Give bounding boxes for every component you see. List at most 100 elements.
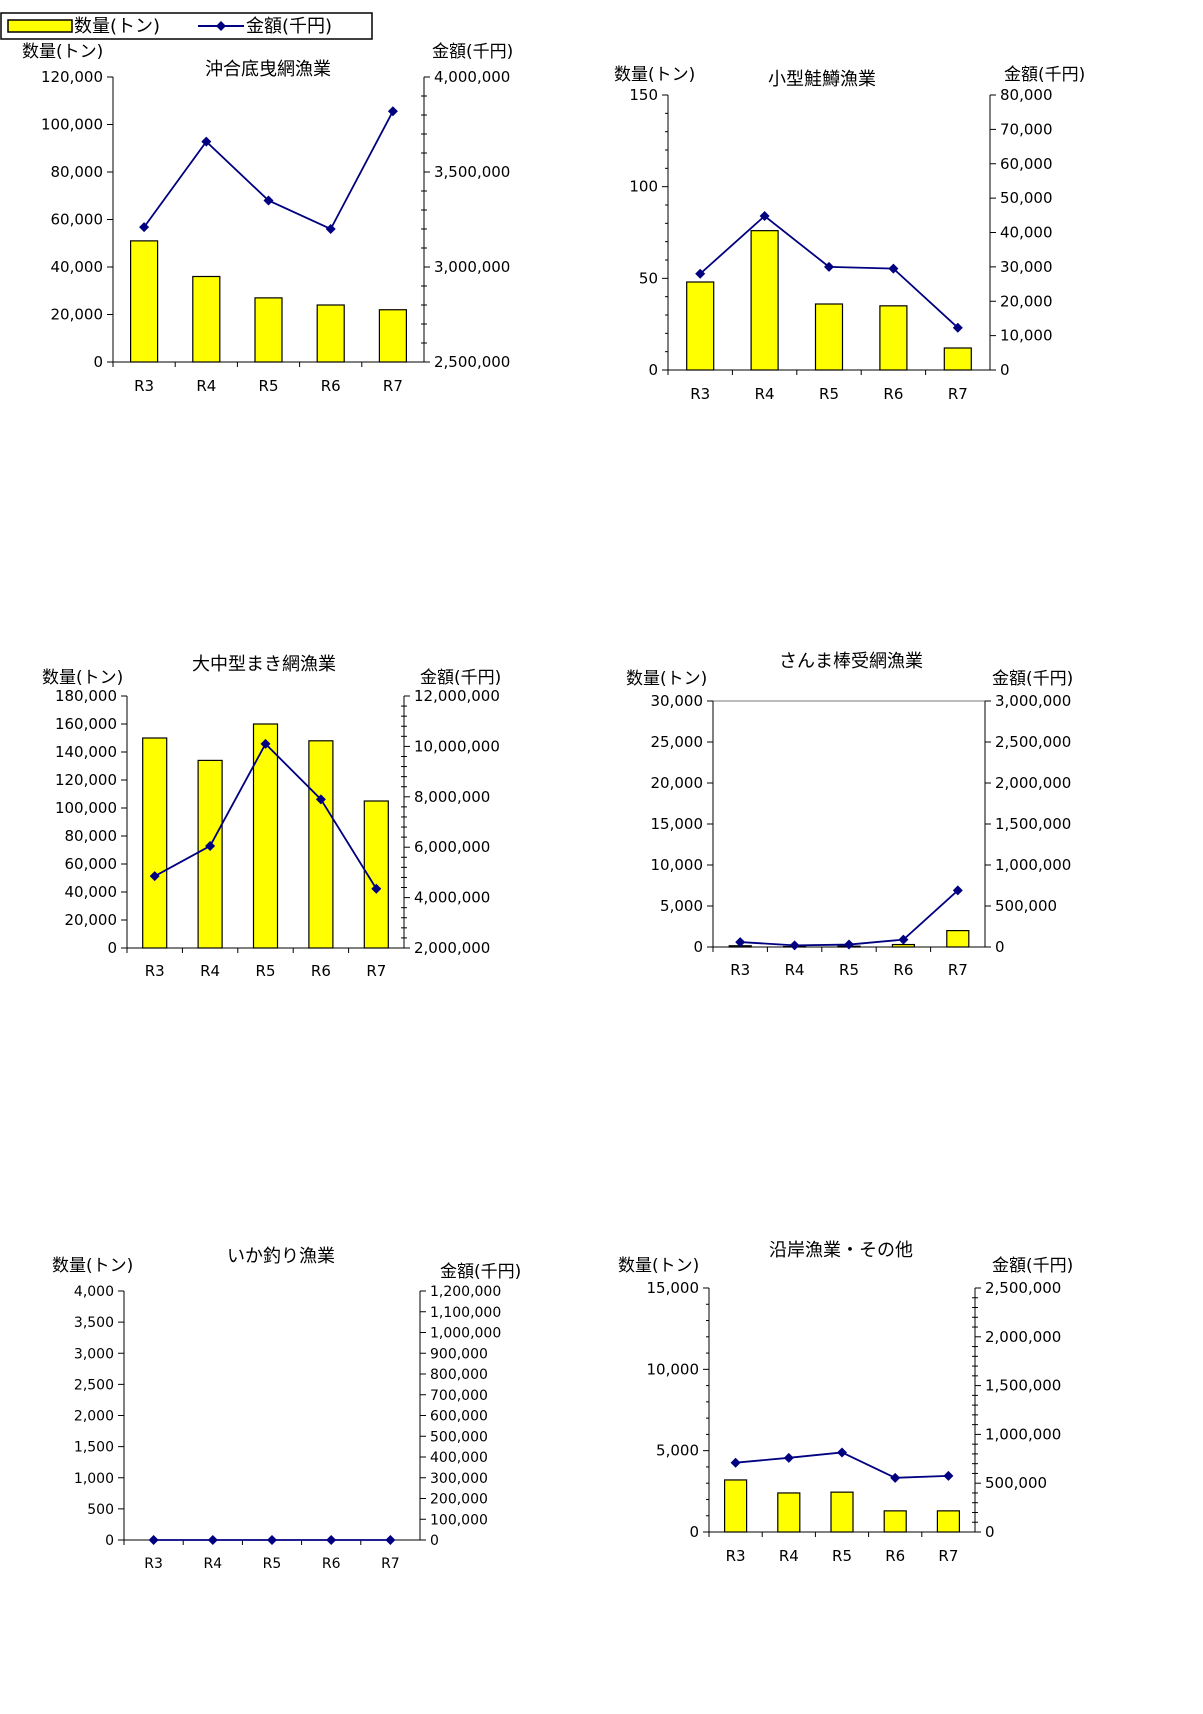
- right-tick-label: 1,000,000: [430, 1326, 501, 1342]
- category-label: R6: [885, 1547, 905, 1565]
- left-tick-label: 0: [105, 1533, 114, 1549]
- chart-title: 沿岸漁業・その他: [769, 1240, 913, 1261]
- category-label: R5: [259, 377, 279, 395]
- amount-marker: [326, 1535, 337, 1545]
- category-label: R4: [755, 385, 775, 403]
- right-tick-label: 1,500,000: [995, 815, 1071, 833]
- left-tick-label: 3,500: [74, 1315, 114, 1331]
- chart-panel-6: 0 5,000 10,000 15,000 0 500,000 1,000,000 1,500…: [618, 1240, 1073, 1565]
- left-tick-label: 1,500: [74, 1440, 114, 1456]
- chart-title: 沖合底曳網漁業: [205, 59, 331, 80]
- left-tick-label: 0: [689, 1523, 699, 1541]
- category-label: R3: [690, 385, 710, 403]
- left-tick-label: 180,000: [55, 687, 117, 705]
- quantity-bar: [830, 1491, 854, 1533]
- legend-diamond-marker-icon: [216, 21, 226, 31]
- amount-marker: [844, 939, 854, 950]
- quantity-bar: [936, 1510, 961, 1533]
- left-axis-title: 数量(トン): [22, 42, 103, 62]
- quantity-bar: [316, 304, 345, 363]
- left-axis-title: 数量(トン): [52, 1256, 133, 1276]
- category-label: R7: [948, 385, 968, 403]
- right-axis-title: 金額(千円): [440, 1262, 521, 1282]
- left-tick-label: 150: [629, 86, 658, 104]
- amount-marker: [783, 1452, 794, 1463]
- right-tick-label: 200,000: [430, 1492, 488, 1508]
- right-tick-label: 3,000,000: [434, 258, 510, 276]
- category-label: R3: [730, 961, 750, 979]
- quantity-bar: [192, 275, 221, 363]
- right-axis-title: 金額(千円): [992, 1256, 1073, 1276]
- legend: 数量(トン) 金額(千円): [0, 12, 373, 40]
- left-tick-label: 4,000: [74, 1284, 114, 1300]
- right-tick-label: 3,500,000: [434, 163, 510, 181]
- amount-marker: [205, 840, 216, 851]
- right-tick-label: 20,000: [1000, 292, 1053, 310]
- right-tick-label: 12,000,000: [414, 687, 500, 705]
- quantity-bar: [883, 1510, 907, 1533]
- amount-marker: [207, 1535, 218, 1545]
- right-tick-label: 0: [430, 1533, 439, 1549]
- right-tick-label: 0: [1000, 361, 1010, 379]
- left-tick-label: 100,000: [55, 799, 117, 817]
- right-axis-title: 金額(千円): [432, 42, 513, 62]
- chart-title: 小型鮭鱒漁業: [768, 69, 876, 90]
- amount-marker: [139, 222, 150, 233]
- right-tick-label: 600,000: [430, 1409, 488, 1425]
- left-tick-label: 0: [107, 939, 117, 957]
- legend-amount-label: 金額(千円): [246, 16, 332, 37]
- quantity-bar: [308, 740, 334, 949]
- left-axis-title: 数量(トン): [626, 669, 707, 689]
- right-tick-label: 4,000,000: [434, 68, 510, 86]
- left-tick-label: 2,000: [74, 1409, 114, 1425]
- amount-line: [740, 889, 959, 947]
- category-label: R7: [948, 961, 968, 979]
- right-tick-label: 50,000: [1000, 189, 1053, 207]
- right-tick-label: 2,500,000: [434, 353, 510, 371]
- quantity-bar: [723, 1479, 748, 1533]
- amount-marker: [735, 937, 746, 948]
- left-tick-label: 60,000: [65, 855, 118, 873]
- left-tick-label: 20,000: [65, 911, 118, 929]
- category-label: R7: [366, 962, 386, 980]
- quantity-bar: [130, 240, 159, 363]
- quantity-bar: [142, 737, 168, 949]
- amount-marker: [943, 1470, 954, 1481]
- chart-title: いか釣り漁業: [227, 1246, 335, 1267]
- category-label: R3: [145, 962, 165, 980]
- category-label: R5: [819, 385, 839, 403]
- right-tick-label: 400,000: [430, 1450, 488, 1466]
- amount-marker: [898, 934, 909, 945]
- quantity-bar: [686, 281, 715, 371]
- right-tick-label: 0: [985, 1523, 995, 1541]
- right-tick-label: 3,000,000: [995, 692, 1071, 710]
- left-tick-label: 10,000: [647, 1360, 700, 1378]
- right-tick-label: 800,000: [430, 1367, 488, 1383]
- right-tick-label: 60,000: [1000, 155, 1053, 173]
- left-tick-label: 160,000: [55, 715, 117, 733]
- right-tick-label: 2,000,000: [985, 1328, 1061, 1346]
- left-tick-label: 15,000: [651, 815, 704, 833]
- left-tick-label: 0: [648, 361, 658, 379]
- quantity-bar: [946, 929, 970, 948]
- category-label: R4: [200, 962, 220, 980]
- right-tick-label: 1,500,000: [985, 1377, 1061, 1395]
- right-tick-label: 2,000,000: [995, 774, 1071, 792]
- category-label: R3: [134, 377, 154, 395]
- amount-marker: [824, 261, 834, 272]
- left-tick-label: 5,000: [660, 897, 703, 915]
- left-tick-label: 50: [639, 269, 658, 287]
- category-label: R6: [321, 377, 341, 395]
- right-tick-label: 2,500,000: [995, 733, 1071, 751]
- amount-marker: [325, 224, 336, 234]
- left-tick-label: 120,000: [41, 68, 103, 86]
- right-tick-label: 900,000: [430, 1346, 488, 1362]
- amount-marker: [371, 883, 382, 894]
- amount-marker: [888, 263, 899, 274]
- left-tick-label: 40,000: [51, 258, 104, 276]
- amount-marker: [952, 322, 963, 333]
- right-tick-label: 2,000,000: [414, 939, 490, 957]
- quantity-bar: [254, 297, 283, 363]
- amount-marker: [730, 1457, 741, 1468]
- left-tick-label: 100: [629, 178, 658, 196]
